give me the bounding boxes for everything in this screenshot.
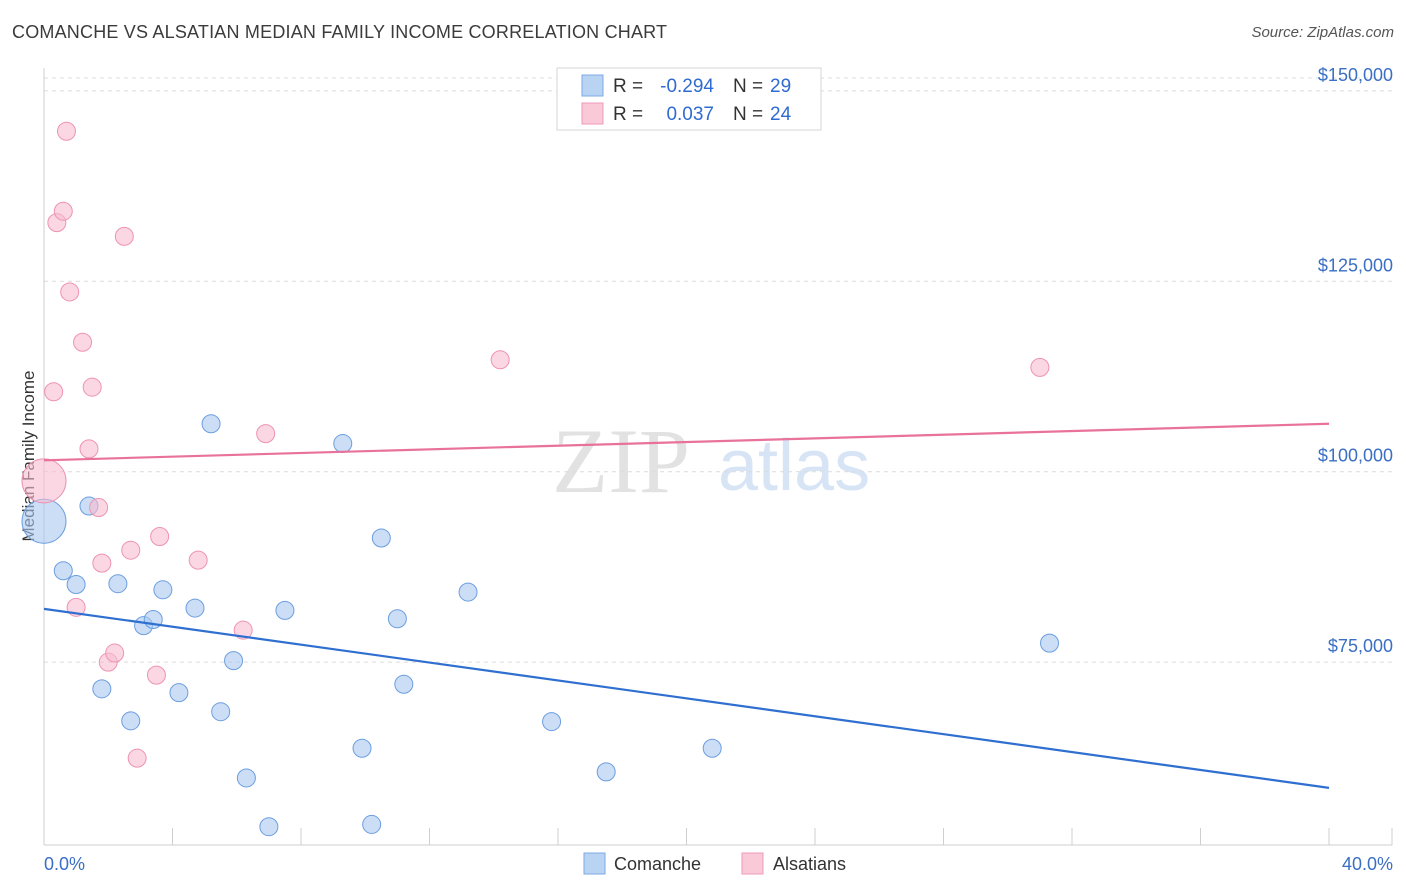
comanche-point <box>211 702 231 722</box>
alsatians-point <box>73 332 93 352</box>
comanche-point <box>458 582 478 602</box>
source-label: Source: ZipAtlas.com <box>1251 24 1394 41</box>
y-tick-label: $75,000 <box>1328 636 1393 656</box>
alsatians-point <box>89 498 109 518</box>
comanche-point <box>333 434 353 454</box>
comanche-point <box>259 817 279 837</box>
series-alsatians <box>21 121 1050 768</box>
alsatians-point <box>60 282 80 302</box>
legend-r-value-alsatians: 0.037 <box>666 104 714 125</box>
alsatians-point <box>150 526 170 546</box>
bottom-legend: Comanche Alsatians <box>583 852 846 875</box>
trend-line-alsatians <box>43 422 1330 462</box>
comanche-point <box>1040 633 1060 653</box>
alsatians-point <box>53 201 73 221</box>
alsatians-point <box>121 540 141 560</box>
legend-r-label: R = <box>613 104 643 125</box>
alsatians-point <box>490 350 510 370</box>
grid <box>44 77 1392 663</box>
alsatians-point <box>188 550 208 570</box>
comanche-point <box>108 574 128 594</box>
comanche-point <box>387 609 407 629</box>
alsatians-point <box>233 620 253 640</box>
bottom-legend-swatch-comanche <box>583 852 606 875</box>
alsatians-point <box>146 665 166 685</box>
x-ticks <box>43 828 1393 845</box>
comanche-point <box>92 679 112 699</box>
bottom-legend-label-alsatians: Alsatians <box>773 854 846 874</box>
y-tick-label: $100,000 <box>1318 446 1393 466</box>
watermark-zip: ZIP <box>552 410 690 512</box>
comanche-point <box>153 580 173 600</box>
legend-n-value-alsatians: 24 <box>770 104 792 125</box>
trend-line-comanche <box>43 607 1330 789</box>
chart-title: COMANCHE VS ALSATIAN MEDIAN FAMILY INCOM… <box>12 22 668 42</box>
watermark: ZIP atlas <box>552 410 870 512</box>
comanche-point <box>236 768 256 788</box>
comanche-point <box>201 414 221 434</box>
comanche-point <box>224 651 244 671</box>
alsatians-point <box>256 424 276 444</box>
comanche-point <box>702 738 722 758</box>
legend-swatch-alsatians <box>581 102 604 125</box>
comanche-point <box>53 561 73 581</box>
comanche-point <box>121 711 141 731</box>
y-tick-label: $150,000 <box>1318 65 1393 85</box>
alsatians-point <box>21 458 67 504</box>
alsatians-point <box>82 377 102 397</box>
alsatians-point <box>44 382 64 402</box>
comanche-point <box>394 674 414 694</box>
comanche-point <box>371 528 391 548</box>
comanche-point <box>542 712 562 732</box>
comanche-point <box>362 814 382 834</box>
bottom-legend-swatch-alsatians <box>741 852 764 875</box>
alsatians-point <box>56 121 76 141</box>
bottom-legend-label-comanche: Comanche <box>614 854 701 874</box>
legend-r-value-comanche: -0.294 <box>660 76 714 97</box>
alsatians-point <box>1030 357 1050 377</box>
legend-n-label: N = <box>733 76 763 97</box>
comanche-point <box>596 762 616 782</box>
alsatians-point <box>127 748 147 768</box>
comanche-point <box>21 498 67 544</box>
y-tick-label: $125,000 <box>1318 255 1393 275</box>
comanche-point <box>185 598 205 618</box>
alsatians-point <box>105 643 125 663</box>
x-tick-label-min: 0.0% <box>44 854 85 874</box>
legend-swatch-comanche <box>581 74 604 97</box>
alsatians-point <box>92 553 112 573</box>
comanche-point <box>352 738 372 758</box>
alsatians-point <box>79 439 99 459</box>
comanche-point <box>275 600 295 620</box>
x-tick-label-max: 40.0% <box>1342 854 1393 874</box>
alsatians-point <box>114 226 134 246</box>
comanche-point <box>66 574 86 594</box>
comanche-point <box>169 683 189 703</box>
legend-n-value-comanche: 29 <box>770 76 791 97</box>
legend-box: R = -0.294 N = 29 R = 0.037 N = 24 <box>556 67 822 131</box>
legend-r-label: R = <box>613 76 643 97</box>
legend-n-label: N = <box>733 104 763 125</box>
y-tick-labels: $75,000 $100,000 $125,000 $150,000 <box>1318 65 1393 656</box>
series-comanche <box>21 414 1060 837</box>
